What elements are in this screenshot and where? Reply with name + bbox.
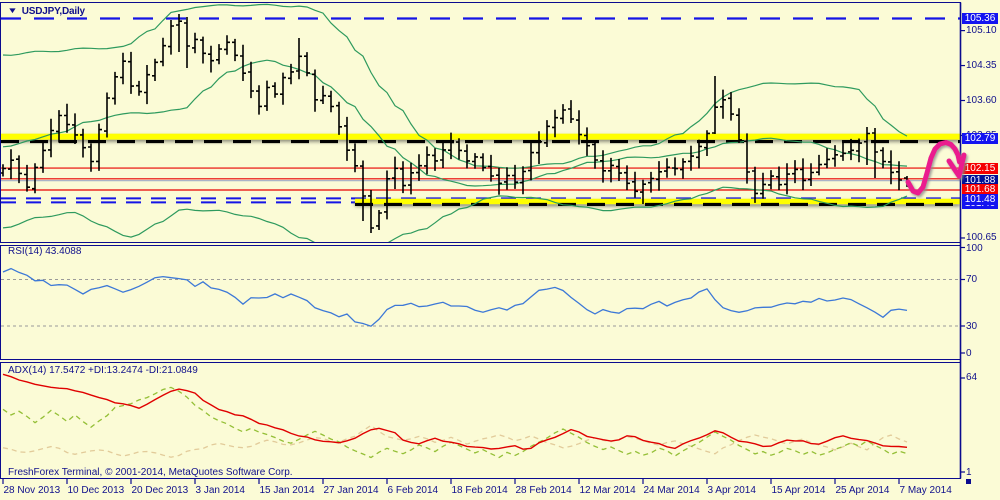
- rsi-indicator-label: RSI(14) 43.4088: [8, 246, 82, 257]
- date-label: 6 Feb 2014: [387, 485, 439, 496]
- rsi-panel-frame: [0, 245, 961, 360]
- price-badge: 101.88: [962, 175, 998, 187]
- adx-indicator-label: ADX(14) 17.5472 +DI:13.2474 -DI:21.0849: [8, 365, 198, 376]
- rsi-line: [2, 267, 908, 327]
- date-label: 24 Mar 2014: [643, 485, 700, 496]
- price-axis-label: 104.35: [966, 60, 997, 72]
- main-panel-frame: [0, 2, 961, 243]
- date-label: 18 Feb 2014: [451, 485, 508, 496]
- rsi-scale-label: 70: [966, 274, 978, 285]
- adx-scale-label: 1: [966, 466, 972, 478]
- symbol-title[interactable]: ▼ USDJPY,Daily: [7, 5, 85, 17]
- price-badge: 102.79: [962, 132, 998, 144]
- symbol-period-label: USDJPY,Daily: [21, 6, 85, 17]
- plus-di-line: [2, 386, 908, 459]
- date-label: 10 Dec 2013: [67, 485, 125, 496]
- date-label: 27 Jan 2014: [323, 485, 379, 496]
- main-plot-area[interactable]: [0, 3, 960, 253]
- date-label: 25 Apr 2014: [835, 485, 890, 496]
- price-badge: 102.15: [962, 162, 998, 174]
- price-badge: 101.68: [962, 184, 998, 196]
- terminal-copyright: FreshForex Terminal, © 2001-2014, MetaQu…: [8, 467, 293, 478]
- axis-corner-marker: [966, 479, 971, 484]
- bollinger-middle-line: [2, 59, 908, 187]
- price-axis-label: 105.10: [966, 25, 997, 37]
- ohlc-bars: [1, 14, 910, 233]
- bollinger-lower-line: [2, 186, 908, 242]
- date-label: 20 Dec 2013: [131, 485, 189, 496]
- adx-plot-area[interactable]: [2, 373, 908, 459]
- rsi-scale-label: 30: [966, 320, 978, 332]
- yellow-level-band: [1, 133, 960, 140]
- rsi-scale-label: 100: [966, 242, 983, 254]
- date-label: 7 May 2014: [899, 485, 952, 496]
- date-label: 3 Jan 2014: [195, 485, 246, 496]
- adx-line: [2, 373, 908, 450]
- chevron-down-icon[interactable]: ▼: [7, 5, 18, 15]
- rsi-plot-area[interactable]: [1, 267, 960, 327]
- bollinger-upper-line: [2, 3, 908, 169]
- date-label: 12 Mar 2014: [579, 485, 636, 496]
- rsi-scale-label: 0: [966, 347, 972, 359]
- adx-panel-frame: [0, 362, 961, 479]
- minus-di-line: [2, 424, 908, 458]
- price-axis-label: 100.65: [966, 232, 997, 244]
- date-label: 3 Apr 2014: [707, 485, 756, 496]
- price-badge: 105.36: [962, 12, 998, 24]
- date-label: 28 Nov 2013: [3, 485, 61, 496]
- price-axis-label: 103.60: [966, 95, 997, 106]
- adx-scale-label: 64: [966, 372, 978, 384]
- yellow-level-band: [355, 198, 960, 205]
- price-badge: 101.48: [962, 193, 998, 205]
- date-label: 15 Jan 2014: [259, 485, 315, 496]
- date-label: 15 Apr 2014: [771, 485, 826, 496]
- date-label: 28 Feb 2014: [515, 485, 572, 496]
